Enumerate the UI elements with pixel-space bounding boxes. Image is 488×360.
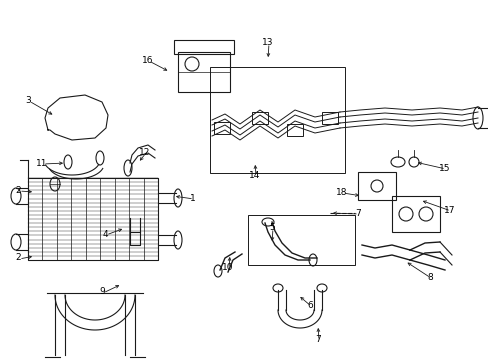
Text: 4: 4 <box>102 230 107 239</box>
Text: 16: 16 <box>142 55 153 64</box>
Text: 1: 1 <box>190 194 196 202</box>
Text: 10: 10 <box>222 264 233 273</box>
Text: 7: 7 <box>314 336 320 345</box>
Text: 13: 13 <box>262 37 273 46</box>
Text: 12: 12 <box>139 148 150 157</box>
Text: 14: 14 <box>249 171 260 180</box>
Bar <box>391 196 439 232</box>
Text: 2: 2 <box>15 253 21 262</box>
Text: 11: 11 <box>36 158 48 167</box>
Text: 6: 6 <box>306 301 312 310</box>
Bar <box>178 52 229 92</box>
Text: 7: 7 <box>354 208 360 217</box>
Bar <box>174 40 234 54</box>
Bar <box>28 178 158 260</box>
Bar <box>321 112 337 124</box>
Bar <box>247 215 354 265</box>
Text: 9: 9 <box>99 288 104 297</box>
Text: 2: 2 <box>15 185 21 194</box>
Bar <box>251 112 267 124</box>
Text: 17: 17 <box>443 206 455 215</box>
Text: 3: 3 <box>25 95 31 104</box>
Text: 5: 5 <box>268 222 274 231</box>
Text: 8: 8 <box>426 273 432 282</box>
Bar <box>209 67 345 173</box>
Text: 15: 15 <box>438 163 450 172</box>
Bar <box>286 124 303 136</box>
Text: 18: 18 <box>336 188 347 197</box>
Bar <box>214 122 229 134</box>
Bar <box>357 172 395 200</box>
